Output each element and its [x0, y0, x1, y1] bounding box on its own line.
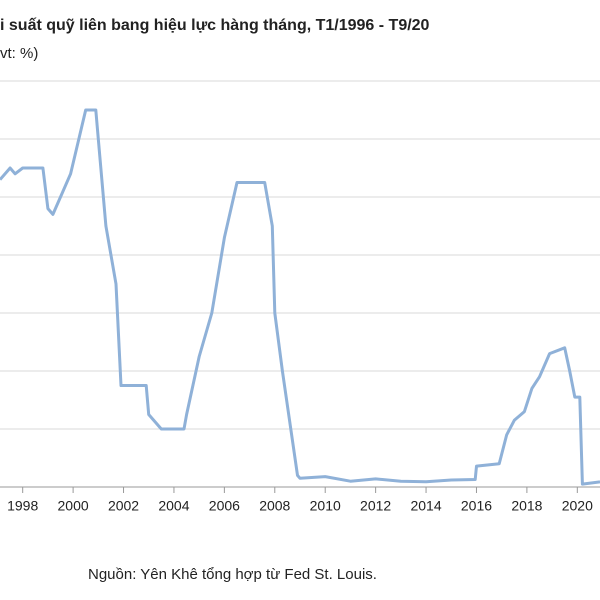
source-note: Nguồn: Yên Khê tổng hợp từ Fed St. Louis…	[88, 566, 377, 583]
x-tick-label: 2008	[259, 498, 290, 514]
x-tick-label: 2010	[310, 498, 341, 514]
x-tick-label: 2014	[410, 498, 441, 514]
chart-subtitle: vt: %)	[0, 45, 38, 62]
x-tick-label: 2000	[58, 498, 89, 514]
x-tick-label: 2002	[108, 498, 139, 514]
x-tick-label: 1998	[7, 498, 38, 514]
x-tick-label: 2006	[209, 498, 240, 514]
x-tick-label: 2016	[461, 498, 492, 514]
x-tick-label: 2004	[158, 498, 189, 514]
x-tick-label: 2020	[562, 498, 593, 514]
chart-title: i suất quỹ liên bang hiệu lực hàng tháng…	[0, 17, 430, 34]
x-tick-label: 2018	[511, 498, 542, 514]
data-line	[0, 108, 600, 486]
x-tick-label: 2012	[360, 498, 391, 514]
